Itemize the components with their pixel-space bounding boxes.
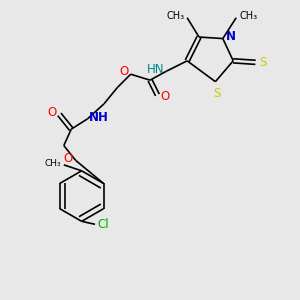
Text: O: O [64,152,73,165]
Text: S: S [259,56,266,69]
Text: O: O [47,106,56,119]
Text: HN: HN [146,63,164,76]
Text: O: O [119,65,128,78]
Text: CH₃: CH₃ [239,11,257,21]
Text: N: N [226,30,236,43]
Text: CH₃: CH₃ [166,11,184,21]
Text: CH₃: CH₃ [44,159,61,168]
Text: O: O [160,90,170,103]
Text: Cl: Cl [98,218,109,231]
Text: NH: NH [89,111,109,124]
Text: S: S [213,87,220,100]
